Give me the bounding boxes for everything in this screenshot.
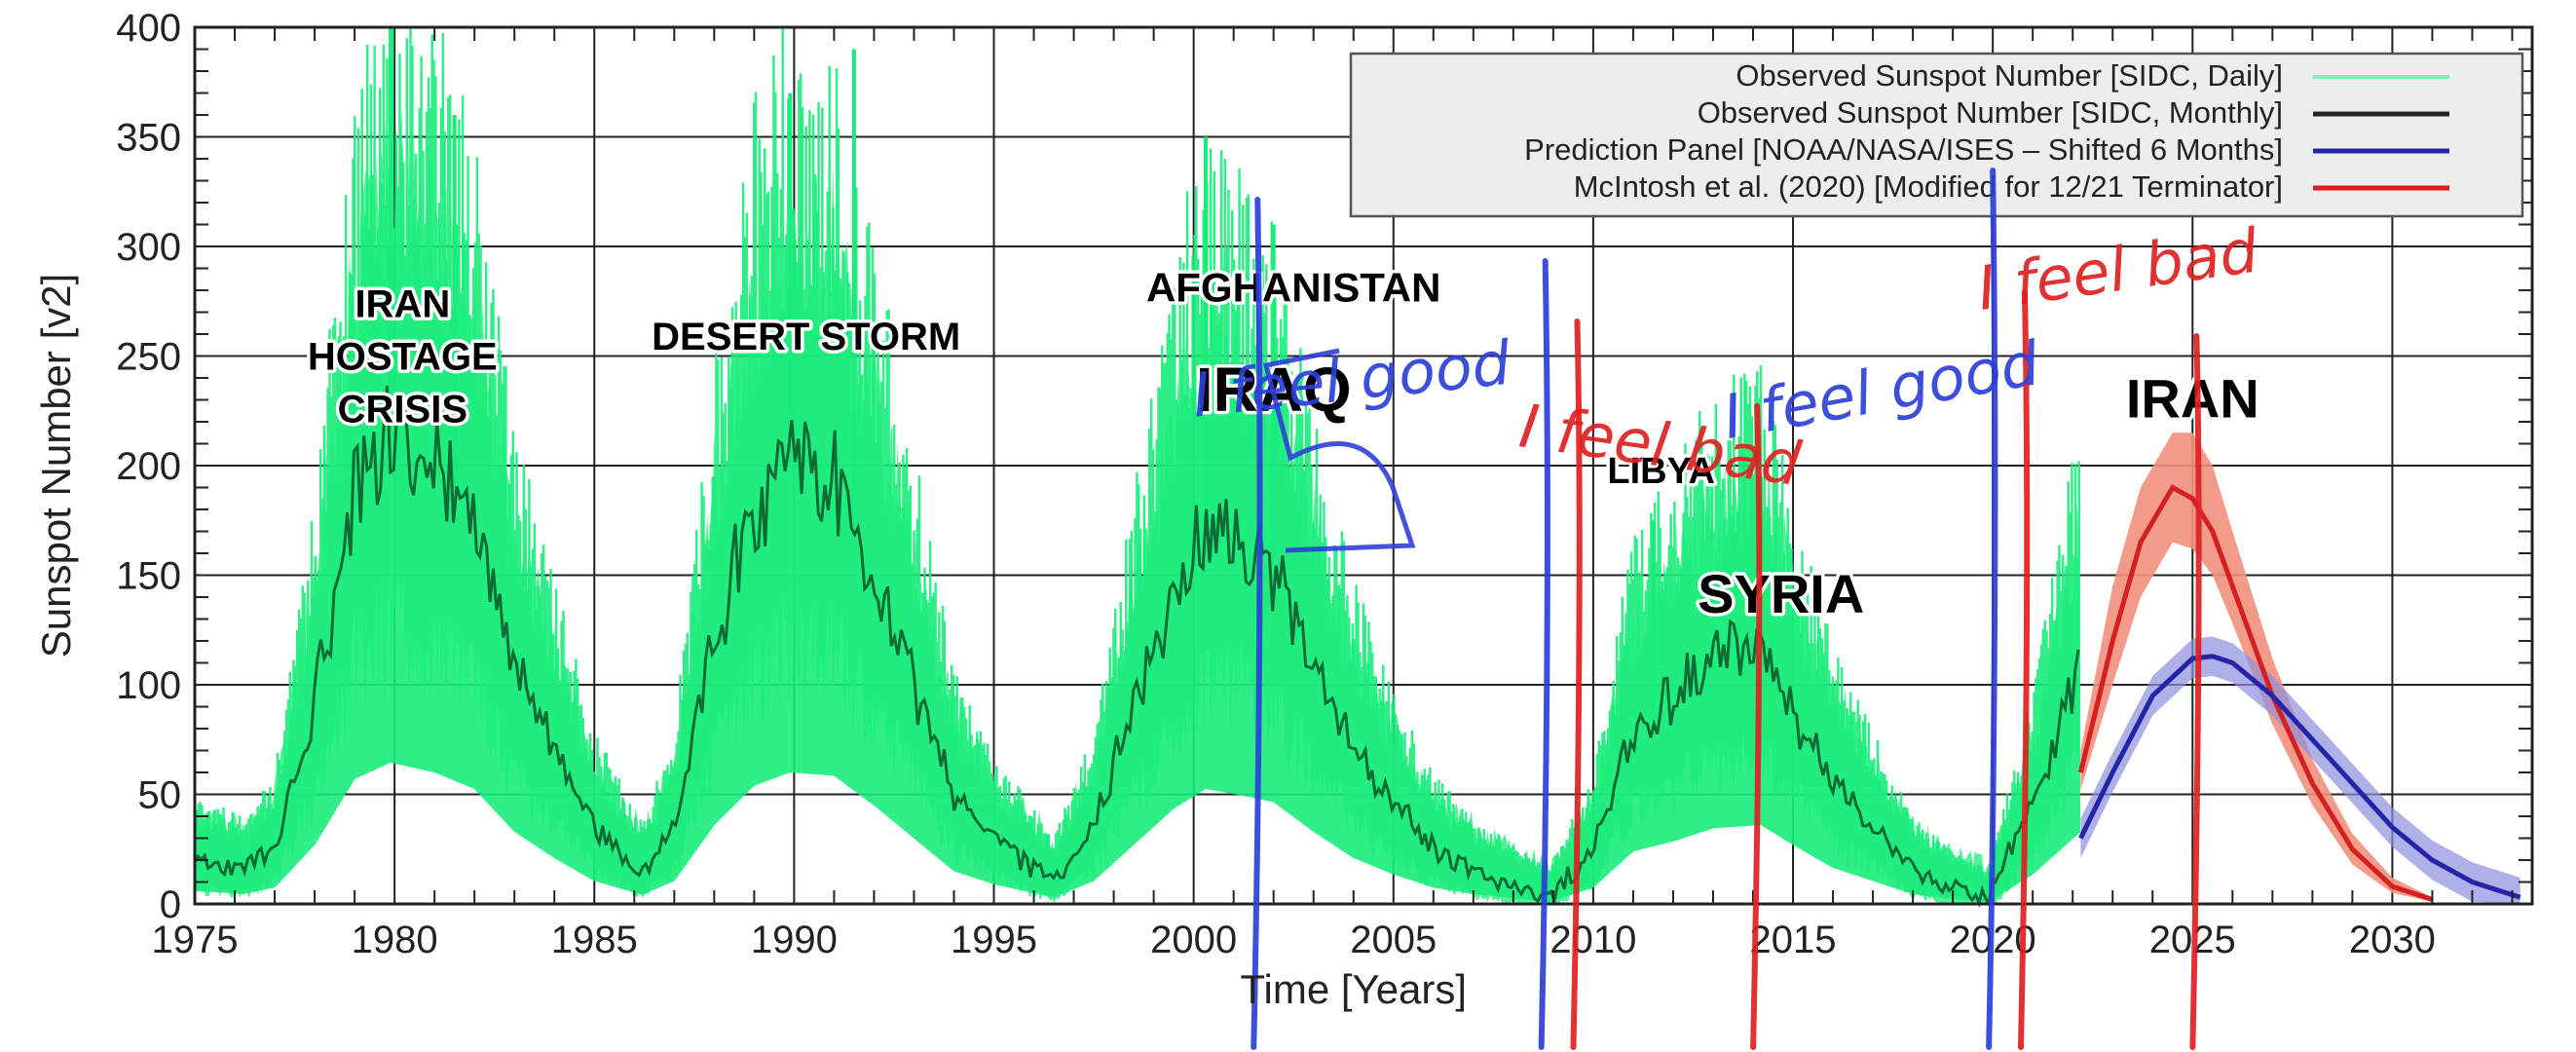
- legend-label: Prediction Panel [NOAA/NASA/ISES – Shift…: [1524, 132, 2283, 167]
- y-tick-label: 100: [116, 664, 181, 707]
- y-axis-title: Sunspot Number [v2]: [33, 274, 79, 658]
- x-tick-label: 1980: [352, 919, 438, 961]
- bracket-scribble: [1262, 348, 1416, 553]
- y-tick-label: 250: [116, 336, 181, 379]
- x-tick-label: 1975: [152, 919, 239, 961]
- legend-label: Observed Sunspot Number [SIDC, Monthly]: [1698, 95, 2283, 130]
- y-tick-label: 0: [160, 883, 181, 926]
- legend-label: McIntosh et al. (2020) [Modified for 12/…: [1574, 169, 2283, 204]
- y-tick-label: 400: [116, 7, 181, 50]
- event-label: LIBYA: [1607, 451, 1715, 492]
- marker-line-red: [2017, 289, 2031, 1050]
- event-label: SYRIA: [1698, 563, 1864, 624]
- x-tick-label: 2000: [1150, 919, 1237, 961]
- x-tick-label: 2030: [2349, 919, 2436, 961]
- y-tick-label: 50: [138, 774, 182, 817]
- marker-line-blue: [1986, 168, 1998, 1050]
- legend-label: Observed Sunspot Number [SIDC, Daily]: [1736, 58, 2283, 93]
- marker-line-red: [2189, 333, 2202, 1050]
- x-tick-label: 1990: [751, 919, 838, 961]
- x-tick-label: 2015: [1750, 919, 1837, 961]
- x-tick-label: 2005: [1350, 919, 1437, 961]
- plot-frame: [193, 25, 2534, 906]
- x-tick-label: 2010: [1549, 919, 1636, 961]
- event-label-line: HOSTAGE: [308, 336, 498, 379]
- monthly-series: [193, 385, 2080, 909]
- y-tick-label: 200: [116, 445, 181, 488]
- x-axis-title: Time [Years]: [1240, 966, 1467, 1012]
- marker-line-blue: [1538, 258, 1550, 1050]
- marker-line-red: [1570, 319, 1583, 1050]
- marker-line-red: [1750, 403, 1763, 1050]
- prediction-line: [2078, 654, 2521, 900]
- event-annotations: IRAN HOSTAGE CRISIS DESERT STORM AFGHANISTAN…: [304, 261, 2262, 628]
- legend: Observed Sunspot Number [SIDC, Daily]Obs…: [1349, 52, 2524, 218]
- prediction-band: [2080, 636, 2520, 904]
- event-label-line: CRISIS: [338, 389, 467, 432]
- event-label: AFGHANISTAN: [1146, 264, 1441, 310]
- y-tick-label: 300: [116, 226, 181, 269]
- x-tick-label: 1985: [551, 919, 638, 961]
- event-label: IRAN: [2126, 368, 2259, 430]
- mcintosh-line: [2077, 484, 2434, 902]
- event-label: DESERT STORM: [652, 316, 960, 358]
- handwritten-note: I feel bad: [1973, 214, 2263, 324]
- event-label-line: IRAN: [355, 283, 450, 326]
- x-tick-label: 1995: [951, 919, 1037, 961]
- event-label: IRAN HOSTAGE CRISIS: [308, 283, 498, 432]
- marker-line-blue: [1251, 197, 1263, 1050]
- monthly-line: [193, 385, 2080, 909]
- y-tick-label: 150: [116, 555, 181, 598]
- prediction-series: [2077, 432, 2521, 904]
- y-tick-label: 350: [116, 117, 181, 160]
